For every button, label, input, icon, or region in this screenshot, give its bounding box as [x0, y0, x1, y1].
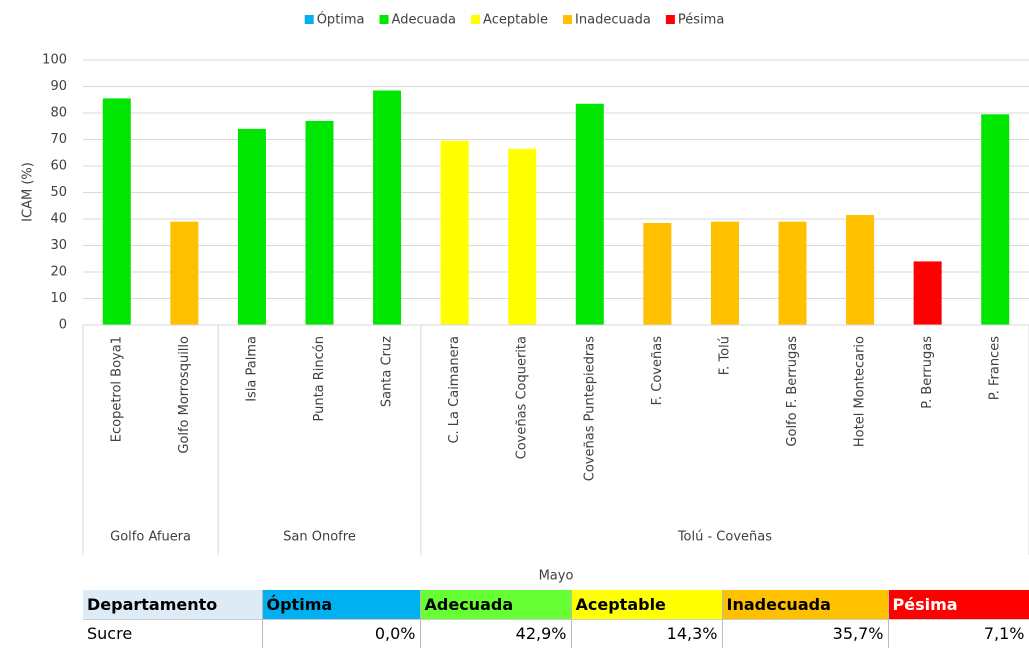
legend-swatch: [379, 15, 389, 24]
table-cell: 0,0%: [262, 618, 421, 648]
legend-swatch: [304, 15, 314, 24]
y-tick-label: 60: [50, 159, 67, 174]
x-tick-label: F. Coveñas: [650, 336, 665, 406]
y-axis-label: ICAM (%): [21, 162, 36, 222]
bar: [778, 221, 807, 325]
x-group-label: Mayo: [539, 569, 574, 584]
bar: [373, 90, 402, 325]
x-tick-label: Santa Cruz: [380, 336, 395, 407]
x-tick-label: F. Tolú: [717, 336, 732, 375]
bar: [305, 120, 334, 325]
table-header-row: Departamento Óptima Adecuada Aceptable Inade…: [83, 590, 1029, 619]
y-tick-label: 40: [50, 212, 67, 227]
group-label: Golfo Afuera: [110, 530, 191, 545]
table-cell: 35,7%: [722, 618, 889, 648]
x-tick-label: Coveñas Coquerita: [515, 336, 530, 459]
legend-label: Aceptable: [483, 13, 548, 28]
table-header-cell: Óptima: [262, 590, 421, 619]
table-header-cell: Inadecuada: [722, 590, 889, 619]
bar: [710, 221, 739, 325]
legend-label: Pésima: [678, 13, 724, 28]
x-tick-label: Golfo F. Berrugas: [785, 336, 800, 447]
table-cell: 14,3%: [571, 618, 723, 648]
y-tick-label: 20: [50, 265, 67, 280]
x-tick-label: Ecopetrol Boya1: [109, 336, 124, 442]
y-tick-label: 80: [50, 106, 67, 121]
table-row: Sucre 0,0% 42,9% 14,3% 35,7% 7,1%: [83, 618, 1029, 648]
table-header-cell: Departamento: [83, 590, 263, 619]
legend-label: Adecuada: [392, 13, 457, 28]
table-cell: 42,9%: [420, 618, 572, 648]
x-tick-label: Golfo Morrosquillo: [177, 336, 192, 454]
table-header-cell: Pésima: [888, 590, 1029, 619]
table-cell: 7,1%: [888, 618, 1029, 648]
bar: [846, 215, 875, 325]
y-tick-label: 30: [50, 238, 67, 253]
x-tick-label: Punta Rincón: [312, 336, 327, 422]
y-tick-label: 90: [50, 79, 67, 94]
bar: [102, 98, 131, 325]
bar: [237, 128, 266, 325]
x-tick-label: P. Frances: [988, 336, 1003, 400]
legend-swatch: [563, 15, 573, 24]
y-tick-label: 70: [50, 132, 67, 147]
table-cell: Sucre: [83, 618, 263, 648]
bar: [170, 221, 199, 325]
group-label: San Onofre: [283, 530, 356, 545]
legend-label: Óptima: [317, 12, 365, 28]
x-tick-label: C. La Caimanera: [447, 336, 462, 444]
y-tick-label: 50: [50, 185, 67, 200]
bar: [575, 103, 604, 325]
group-label: Tolú - Coveñas: [677, 530, 772, 545]
legend-label: Inadecuada: [575, 13, 651, 28]
x-tick-label: P. Berrugas: [920, 336, 935, 409]
legend-swatch: [471, 15, 481, 24]
y-tick-label: 0: [59, 318, 67, 333]
legend-swatch: [665, 15, 675, 24]
bar: [981, 114, 1010, 325]
y-tick-label: 10: [50, 291, 67, 306]
x-tick-label: Hotel Montecario: [853, 336, 868, 447]
chart: ICAM (%) Mayo 0 10 20 30 40 50 60 70 80 90 100 Ecop…: [21, 12, 1029, 584]
x-tick-label: Coveñas Puntepiedras: [582, 336, 597, 481]
summary-table: Departamento Óptima Adecuada Aceptable Inade…: [83, 590, 1029, 648]
y-tick-label: 100: [42, 53, 67, 68]
table-header-cell: Adecuada: [420, 590, 572, 619]
bar: [643, 222, 672, 325]
x-tick-label: Isla Palma: [244, 336, 259, 402]
table-header-cell: Aceptable: [571, 590, 723, 619]
bar: [440, 140, 469, 325]
bar: [913, 261, 942, 325]
bar: [508, 148, 537, 325]
